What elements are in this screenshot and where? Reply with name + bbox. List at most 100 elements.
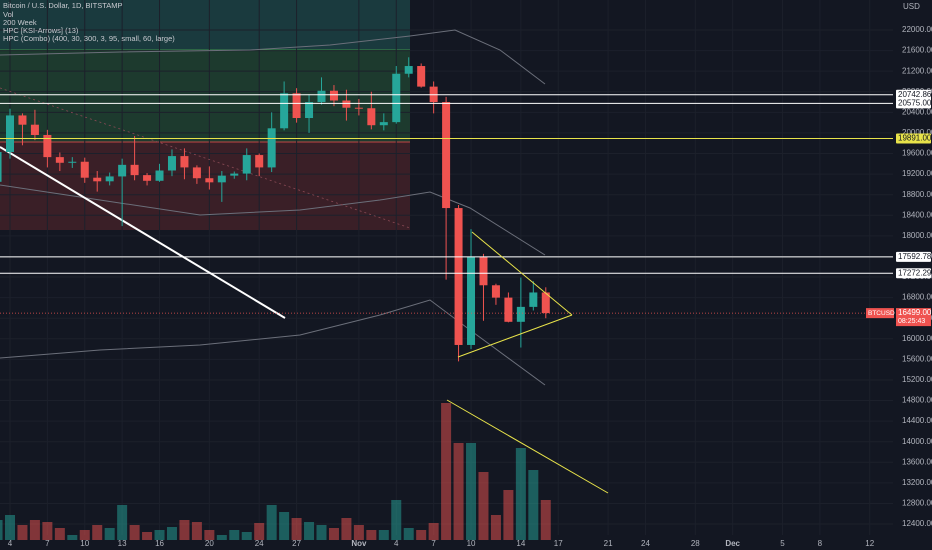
x-tick-label: 24	[255, 539, 264, 548]
candle-body	[329, 90, 338, 101]
volume-bar	[17, 525, 28, 540]
triangle-line	[457, 314, 573, 358]
volume-bar	[453, 443, 464, 540]
band-lower	[0, 299, 546, 386]
band-upper	[0, 29, 546, 85]
y-tick-label: 15200.00	[902, 375, 932, 384]
level-tag	[896, 89, 931, 100]
candle-body	[379, 122, 388, 126]
x-tick-label: 12	[865, 539, 874, 548]
volume-bar	[528, 470, 539, 540]
x-tick-label: 8	[818, 539, 823, 548]
legend-item: HPC [KSI-Arrows] (13)	[3, 26, 79, 35]
x-tick-label: 20	[205, 539, 214, 548]
volume-bar	[0, 520, 3, 540]
symbol-tag	[866, 308, 894, 319]
volume-bar	[515, 448, 526, 540]
dotted-trend	[0, 87, 411, 229]
candle-body	[479, 256, 488, 286]
candle-body	[205, 178, 214, 183]
y-tick-label: 18400.00	[902, 210, 932, 219]
y-tick-label: 15600.00	[902, 354, 932, 363]
volume-bar	[104, 528, 115, 540]
x-tick-label: 4	[8, 539, 13, 548]
candle-body	[155, 170, 164, 181]
volume-bar	[142, 532, 153, 540]
x-tick-label: 21	[604, 539, 613, 548]
volume-bar	[266, 505, 277, 540]
x-tick-label: Nov	[351, 539, 367, 548]
volume-bar	[54, 528, 65, 540]
volume-bar	[179, 520, 190, 540]
level-label: 20575.00	[898, 98, 932, 107]
trend-line	[0, 146, 286, 319]
candle-body	[167, 156, 176, 171]
volume-bar	[191, 522, 202, 540]
candle-body	[504, 297, 513, 322]
candle-body	[467, 256, 476, 345]
volume-bar	[466, 443, 477, 540]
candle-body	[292, 93, 301, 119]
volume-bar	[416, 530, 427, 540]
candle-body	[516, 306, 525, 322]
price-label: 16499.00	[898, 308, 932, 317]
volume-bar	[279, 512, 290, 540]
zone-green	[0, 50, 410, 142]
level-tag	[896, 133, 931, 144]
candle-body	[392, 73, 401, 123]
volume-bar	[341, 518, 352, 540]
y-tick-label: 22000.00	[902, 25, 932, 34]
level-tag	[896, 251, 931, 262]
candle-body	[55, 157, 64, 163]
x-tick-label: 7	[45, 539, 50, 548]
y-tick-label: 19200.00	[902, 169, 932, 178]
volume-bar	[540, 500, 551, 540]
volume-bar	[241, 532, 252, 540]
candle-body	[43, 134, 52, 158]
volume-bar	[441, 403, 452, 540]
candle-body	[529, 292, 538, 307]
y-tick-label: 16000.00	[902, 334, 932, 343]
legend-symbol: Bitcoin / U.S. Dollar, 1D, BITSTAMP	[3, 1, 122, 10]
y-tick-label: 13600.00	[902, 457, 932, 466]
y-tick-label: 12800.00	[902, 499, 932, 508]
candle-body	[230, 173, 239, 176]
y-tick-label: 14800.00	[902, 396, 932, 405]
volume-bar	[204, 530, 215, 540]
y-tick-label: 13200.00	[902, 478, 932, 487]
candle-body	[442, 102, 451, 209]
y-tick-label: 21200.00	[902, 66, 932, 75]
level-tag	[896, 98, 931, 109]
candle-body	[80, 161, 89, 178]
level-label: 17592.78	[898, 252, 932, 261]
symbol-label: BTCUSD	[868, 310, 895, 317]
candle-body	[280, 93, 289, 129]
y-tick-label: 14000.00	[902, 437, 932, 446]
x-tick-label: 17	[554, 539, 563, 548]
triangle-line	[471, 231, 573, 316]
y-tick-label: 18000.00	[902, 231, 932, 240]
y-tick-label: 14400.00	[902, 416, 932, 425]
volume-bar	[304, 522, 315, 540]
candle-body	[242, 155, 251, 174]
x-tick-label: 16	[155, 539, 164, 548]
x-tick-label: 5	[780, 539, 785, 548]
y-tick-label: 12400.00	[902, 519, 932, 528]
candle-body	[305, 102, 314, 119]
volume-bar	[291, 518, 302, 540]
candle-body	[417, 66, 426, 87]
candle-body	[130, 164, 139, 176]
volume-bar	[5, 515, 15, 540]
band-middle	[0, 184, 546, 256]
candle-body	[541, 292, 550, 314]
volume-trend	[446, 399, 609, 494]
zone-top	[0, 0, 410, 50]
candle-body	[367, 108, 376, 126]
level-tag	[896, 268, 931, 279]
y-tick-label: 20000.00	[902, 128, 932, 137]
y-tick-label: 18800.00	[902, 190, 932, 199]
countdown: 08:25:43	[898, 318, 925, 325]
legend-item: 200 Week	[3, 18, 37, 27]
candle-body	[0, 151, 2, 182]
